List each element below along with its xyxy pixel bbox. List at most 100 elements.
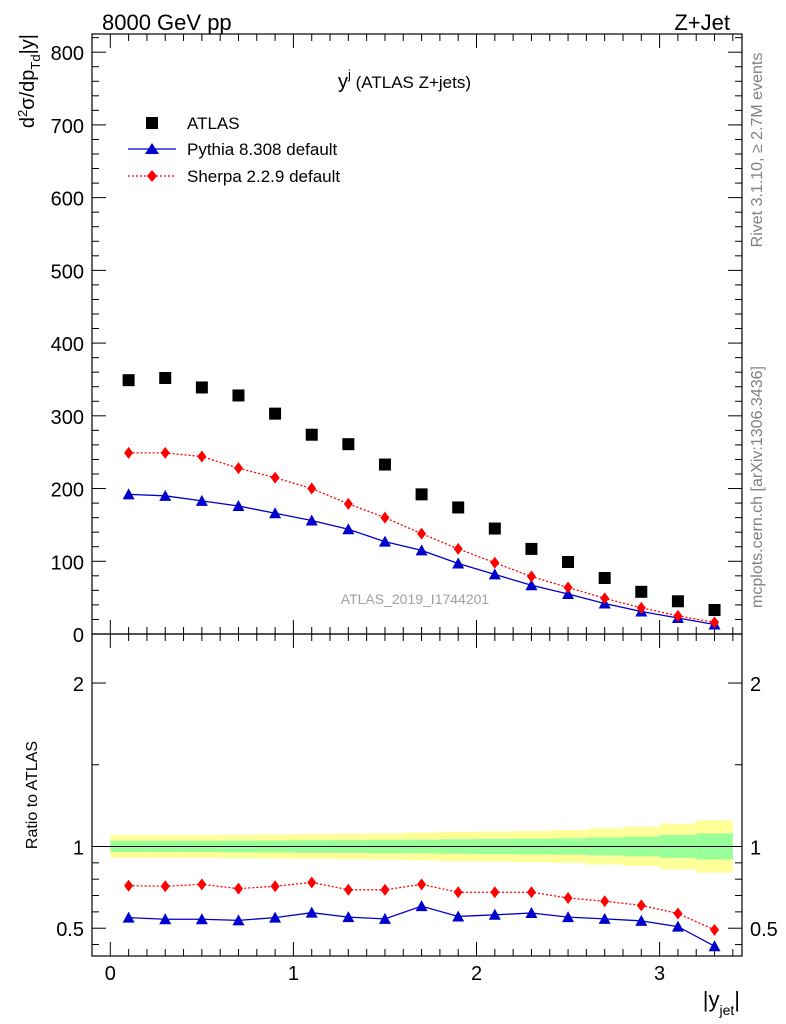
main-sherpa-point — [636, 601, 646, 614]
main-sherpa-point — [673, 609, 683, 622]
main-pythia-point — [305, 514, 318, 526]
ratio-sherpa-point — [160, 880, 170, 893]
legend: ATLAS Pythia 8.308 default Sherpa 2.2.9 … — [128, 114, 340, 186]
main-atlas-point — [342, 438, 355, 451]
main-sherpa-point — [600, 592, 610, 605]
main-atlas-point — [452, 501, 465, 514]
main-pythia-point — [415, 544, 428, 556]
plot-title-rest: (ATLAS Z+jets) — [351, 73, 471, 92]
main-atlas-point — [269, 407, 282, 420]
ratio-pythia-point — [562, 911, 575, 923]
ratio-pythia-point — [708, 940, 721, 952]
legend-label-pythia: Pythia 8.308 default — [187, 140, 338, 159]
ratio-sherpa-point — [343, 883, 353, 896]
legend-marker-atlas — [146, 117, 158, 129]
main-pythia-point — [488, 568, 501, 580]
legend-label-atlas: ATLAS — [187, 114, 240, 133]
ratio-sherpa-point — [710, 923, 720, 936]
rivet-label: Rivet 3.1.10, ≥ 2.7M events — [749, 53, 766, 248]
main-atlas-point — [415, 488, 428, 501]
plot-title-main: y — [338, 71, 348, 93]
main-y-axis-label: d2σ/dpTd|y| — [15, 34, 43, 128]
ratio-pythia-point — [488, 908, 501, 920]
main-y-tick-label: 600 — [51, 189, 84, 211]
legend-marker-sherpa — [147, 170, 157, 182]
x-tick-label: 3 — [654, 963, 665, 985]
main-pythia-point — [562, 588, 575, 599]
main-atlas-point — [635, 585, 648, 598]
analysis-watermark: ATLAS_2019_I1744201 — [341, 591, 490, 607]
main-sherpa-point — [490, 556, 500, 569]
main-sherpa-point — [270, 471, 280, 484]
ratio-pythia-point — [232, 914, 245, 926]
ratio-pythia-point — [305, 906, 318, 918]
ratio-sherpa-line — [128, 881, 715, 931]
main-atlas-point — [232, 389, 245, 402]
main-atlas-point — [488, 522, 501, 535]
x-axis-label: |yjet| — [703, 987, 740, 1018]
process-label: Z+Jet — [674, 10, 730, 35]
main-atlas-point — [122, 374, 135, 387]
main-atlas-point — [708, 604, 721, 616]
ratio-sherpa-point — [307, 876, 317, 889]
plot-title: yj (ATLAS Z+jets) — [338, 67, 471, 93]
main-sherpa-point — [710, 616, 720, 629]
main-pythia-point — [452, 557, 465, 569]
ratio-pythia-point — [342, 911, 355, 923]
ratio-frame — [91, 633, 743, 957]
main-atlas-point — [378, 458, 391, 471]
main-y-tick-label: 500 — [51, 261, 84, 283]
main-sherpa-point — [417, 527, 427, 540]
ratio-y-tick-label-right: 1 — [750, 837, 761, 859]
main-sherpa-line — [128, 452, 715, 624]
main-atlas-point — [195, 381, 208, 394]
ratio-sherpa-point — [490, 886, 500, 899]
energy-label: 8000 GeV pp — [102, 10, 232, 35]
ratio-pythia-point — [269, 911, 282, 923]
main-atlas-point — [671, 595, 684, 608]
ratio-sherpa-point — [563, 891, 573, 904]
main-pythia-point — [195, 494, 208, 506]
ratio-y-tick-label: 2 — [73, 674, 84, 696]
main-sherpa-point — [233, 462, 243, 475]
ratio-pythia-point — [159, 913, 172, 925]
ratio-pythia-point — [122, 911, 135, 923]
ratio-sherpa-point — [197, 878, 207, 891]
main-y-tick-label: 800 — [51, 43, 84, 65]
main-sherpa-point — [380, 511, 390, 524]
ratio-sherpa-point — [417, 878, 427, 891]
ratio-pythia-point — [415, 900, 428, 912]
main-atlas-point — [562, 556, 575, 568]
ratio-sherpa-point — [600, 895, 610, 908]
ratio-y-axis-label: Ratio to ATLAS — [24, 741, 41, 849]
main-y-tick-label: 400 — [51, 334, 84, 356]
main-atlas-point — [159, 372, 172, 384]
main-atlas-point — [525, 542, 538, 555]
main-sherpa-point — [197, 450, 207, 463]
x-tick-label: 0 — [105, 963, 116, 985]
ratio-sherpa-point — [124, 879, 134, 892]
main-sherpa-point — [563, 581, 573, 594]
main-y-tick-label: 200 — [51, 480, 84, 502]
main-y-tick-label: 0 — [73, 625, 84, 647]
main-atlas-point — [598, 572, 611, 584]
legend-marker-pythia — [145, 143, 159, 154]
ratio-pythia-point — [635, 914, 648, 926]
plot-title-sup: j — [347, 67, 351, 82]
ratio-sherpa-point — [526, 886, 536, 899]
main-pythia-point — [342, 523, 355, 535]
ratio-pythia-point — [671, 920, 684, 932]
ratio-y-tick-label-right: 0.5 — [750, 919, 778, 941]
mcplots-label: mcplots.cern.ch [arXiv:1306.3436] — [749, 366, 766, 608]
ratio-pythia-line — [128, 905, 715, 947]
main-sherpa-point — [526, 570, 536, 583]
ratio-pythia-point — [452, 910, 465, 922]
main-y-tick-label: 300 — [51, 407, 84, 429]
main-y-tick-label: 100 — [51, 552, 84, 574]
ratio-pythia-point — [378, 912, 391, 924]
main-pythia-point — [122, 488, 135, 500]
main-sherpa-point — [124, 446, 134, 459]
x-tick-label: 1 — [288, 963, 299, 985]
ratio-sherpa-point — [453, 886, 463, 899]
